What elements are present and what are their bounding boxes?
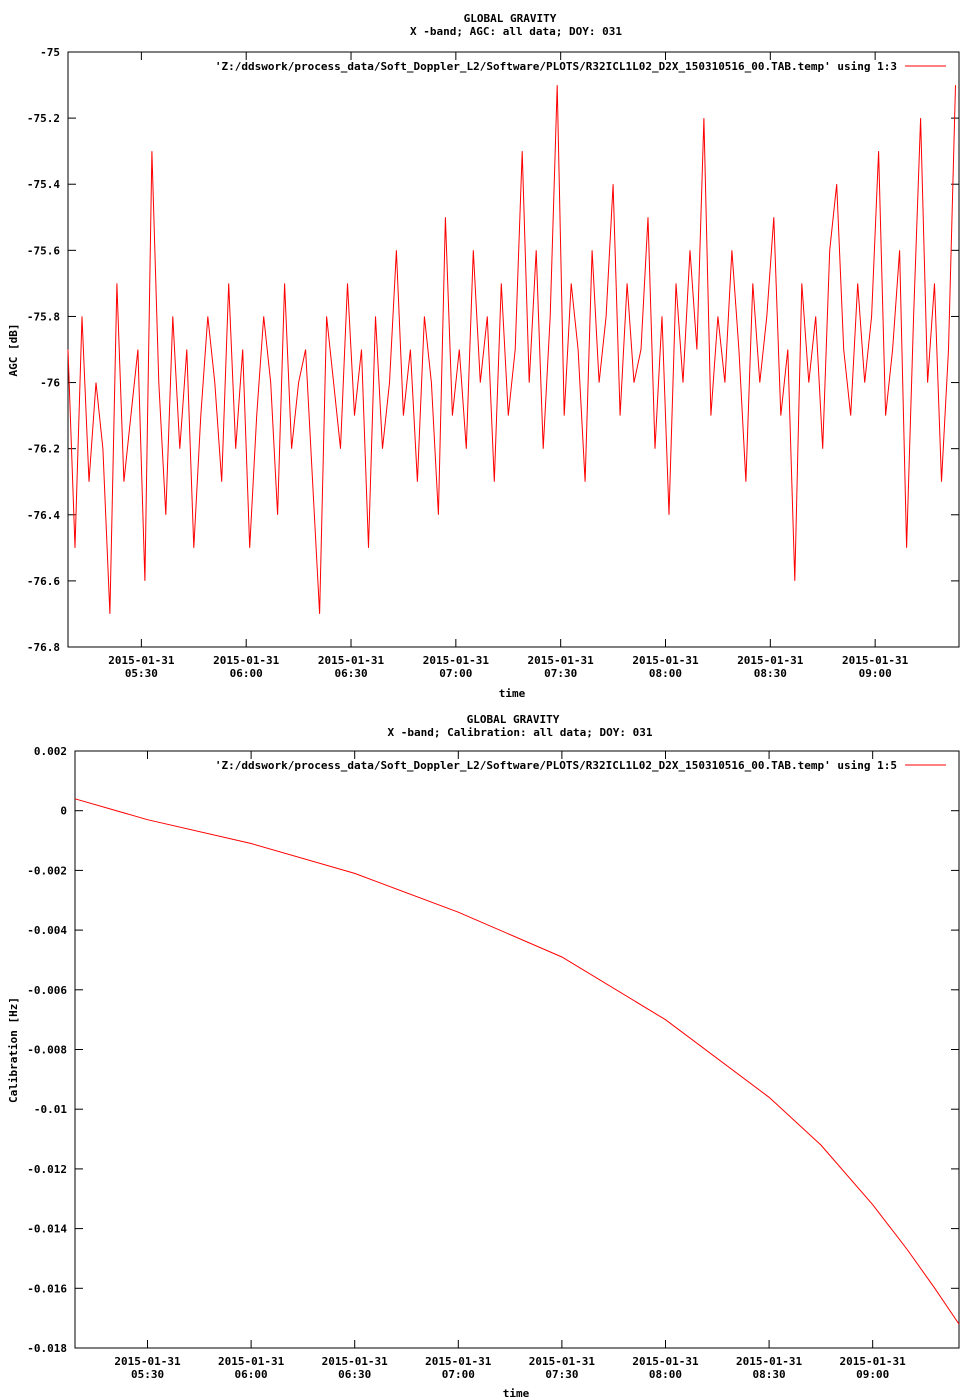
x-tick-label-time: 06:30 bbox=[334, 667, 367, 680]
x-ticks: 2015-01-3105:302015-01-3106:002015-01-31… bbox=[108, 52, 909, 680]
y-tick-label: -76 bbox=[40, 377, 60, 390]
agc-chart: GLOBAL GRAVITY X -band; AGC: all data; D… bbox=[7, 12, 960, 700]
x-tick-label-date: 2015-01-31 bbox=[842, 654, 909, 667]
x-tick-label-date: 2015-01-31 bbox=[322, 1355, 389, 1368]
x-tick-label-date: 2015-01-31 bbox=[632, 654, 699, 667]
x-tick-label-time: 06:00 bbox=[230, 667, 263, 680]
calibration-series-line bbox=[74, 798, 960, 1325]
x-tick-label-date: 2015-01-31 bbox=[528, 654, 595, 667]
y-tick-label: -0.012 bbox=[27, 1163, 67, 1176]
x-tick-label-date: 2015-01-31 bbox=[114, 1355, 181, 1368]
x-tick-label-date: 2015-01-31 bbox=[529, 1355, 596, 1368]
x-tick-label-time: 05:30 bbox=[131, 1368, 164, 1381]
x-tick-label-time: 08:00 bbox=[649, 1368, 682, 1381]
x-tick-label-date: 2015-01-31 bbox=[318, 654, 385, 667]
y-tick-label: -0.004 bbox=[27, 924, 67, 937]
x-tick-label-time: 07:00 bbox=[439, 667, 472, 680]
x-tick-label-date: 2015-01-31 bbox=[736, 1355, 803, 1368]
x-tick-label-time: 08:30 bbox=[753, 1368, 786, 1381]
x-tick-label-time: 07:30 bbox=[545, 1368, 578, 1381]
y-tick-label: -76.2 bbox=[27, 443, 60, 456]
y-tick-label: -0.006 bbox=[27, 984, 67, 997]
y-tick-label: 0.002 bbox=[34, 745, 67, 758]
x-tick-label-date: 2015-01-31 bbox=[213, 654, 280, 667]
y-tick-label: -0.01 bbox=[34, 1103, 67, 1116]
x-ticks: 2015-01-3105:302015-01-3106:002015-01-31… bbox=[114, 751, 906, 1381]
x-tick-label-time: 06:30 bbox=[338, 1368, 371, 1381]
x-tick-label-date: 2015-01-31 bbox=[737, 654, 804, 667]
y-tick-label: -75.8 bbox=[27, 310, 60, 323]
y-axis-label: Calibration [Hz] bbox=[7, 997, 20, 1103]
y-tick-label: -75.6 bbox=[27, 244, 60, 257]
x-tick-label-date: 2015-01-31 bbox=[108, 654, 175, 667]
chart-subtitle: X -band; AGC: all data; DOY: 031 bbox=[410, 25, 622, 38]
chart-subtitle: X -band; Calibration: all data; DOY: 031 bbox=[388, 726, 653, 739]
y-tick-label: -0.008 bbox=[27, 1044, 67, 1057]
x-tick-label-time: 09:00 bbox=[859, 667, 892, 680]
y-tick-label: -76.8 bbox=[27, 641, 60, 654]
y-ticks: 0.002 0 -0.002 -0.004 -0.006 -0.008 -0.01 -0.01… bbox=[27, 745, 959, 1355]
x-tick-label-date: 2015-01-31 bbox=[218, 1355, 285, 1368]
y-axis-label: AGC [dB] bbox=[7, 324, 20, 377]
chart-title: GLOBAL GRAVITY bbox=[467, 713, 560, 726]
x-tick-label-time: 05:30 bbox=[125, 667, 158, 680]
x-axis-label: time bbox=[503, 1387, 530, 1400]
agc-series-line bbox=[67, 85, 956, 614]
x-axis-label: time bbox=[499, 687, 526, 700]
y-ticks: -75 -75.2 -75.4 -75.6 -75.8 -76 -76.2 -76.4 -76.… bbox=[27, 46, 959, 654]
y-tick-label: -0.016 bbox=[27, 1282, 67, 1295]
y-tick-label: -76.6 bbox=[27, 575, 60, 588]
chart-title: GLOBAL GRAVITY bbox=[464, 12, 557, 25]
x-tick-label-date: 2015-01-31 bbox=[425, 1355, 492, 1368]
x-tick-label-date: 2015-01-31 bbox=[632, 1355, 699, 1368]
y-tick-label: -75 bbox=[40, 46, 60, 59]
x-tick-label-time: 07:00 bbox=[442, 1368, 475, 1381]
x-tick-label-date: 2015-01-31 bbox=[840, 1355, 907, 1368]
x-tick-label-date: 2015-01-31 bbox=[423, 654, 490, 667]
y-tick-label: -76.4 bbox=[27, 509, 60, 522]
y-tick-label: -0.002 bbox=[27, 864, 67, 877]
y-tick-label: -0.014 bbox=[27, 1223, 67, 1236]
x-tick-label-time: 08:00 bbox=[649, 667, 682, 680]
y-tick-label: -75.2 bbox=[27, 112, 60, 125]
y-tick-label: -0.018 bbox=[27, 1342, 67, 1355]
calibration-chart: GLOBAL GRAVITY X -band; Calibration: all… bbox=[0, 700, 980, 1400]
legend-label: 'Z:/ddswork/process_data/Soft_Doppler_L2… bbox=[215, 759, 897, 772]
x-tick-label-time: 07:30 bbox=[544, 667, 577, 680]
x-tick-label-time: 08:30 bbox=[754, 667, 787, 680]
y-tick-label: 0 bbox=[60, 805, 67, 818]
x-tick-label-time: 09:00 bbox=[856, 1368, 889, 1381]
y-tick-label: -75.4 bbox=[27, 178, 60, 191]
x-tick-label-time: 06:00 bbox=[235, 1368, 268, 1381]
legend-label: 'Z:/ddswork/process_data/Soft_Doppler_L2… bbox=[215, 60, 897, 73]
